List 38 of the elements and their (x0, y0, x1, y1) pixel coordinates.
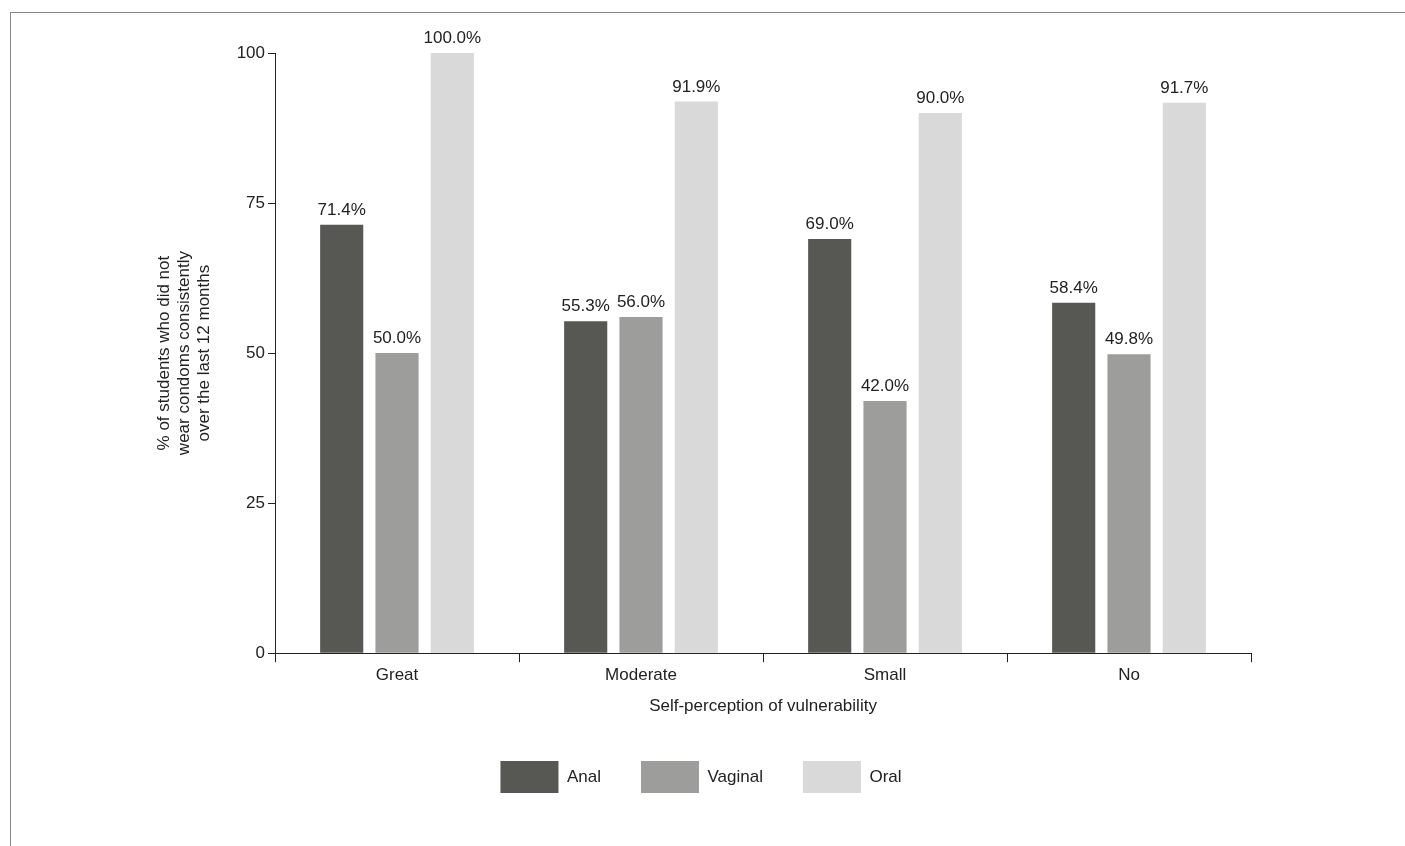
bar (1162, 102, 1206, 653)
bar (808, 239, 852, 653)
bar (320, 224, 364, 653)
x-tick-label: Small (863, 665, 907, 685)
data-label: 91.9% (672, 76, 721, 96)
x-axis-title: Self-perception of vulnerability (649, 696, 878, 716)
bar (863, 401, 907, 653)
legend-label: Oral (869, 766, 902, 786)
data-label: 91.7% (1160, 78, 1209, 97)
data-label: 69.0% (805, 214, 854, 234)
legend-label: Anal (566, 766, 601, 786)
y-tick-label: 100 (236, 42, 266, 62)
data-label: 90.0% (916, 88, 965, 108)
bar (1052, 302, 1096, 653)
data-label: 42.0% (860, 376, 910, 396)
x-tick-label: Moderate (605, 665, 677, 685)
bar (1107, 354, 1151, 653)
x-tick-label: No (1118, 665, 1140, 685)
y-tick-label: 75 (246, 192, 266, 212)
bar (564, 321, 608, 653)
y-axis-title: % of students who did not wear condoms consistently over the last 12 months (154, 250, 213, 457)
y-tick-label: 25 (246, 492, 266, 512)
data-label: 100.0% (423, 28, 482, 48)
data-label: 71.4% (317, 199, 366, 219)
legend-label: Vaginal (707, 766, 763, 786)
y-tick-label: 0 (255, 642, 266, 662)
x-tick-label: Great (375, 665, 419, 685)
y-tick-label: 50 (246, 342, 266, 362)
data-label: 50.0% (372, 328, 422, 348)
data-label: 55.3% (561, 296, 610, 316)
data-label: 58.4% (1049, 277, 1098, 297)
data-label: 49.8% (1104, 329, 1154, 349)
bar (619, 317, 663, 653)
bar (674, 101, 718, 653)
data-label: 56.0% (616, 292, 666, 312)
bar (430, 53, 474, 653)
bar (375, 353, 419, 653)
bar (918, 113, 962, 653)
